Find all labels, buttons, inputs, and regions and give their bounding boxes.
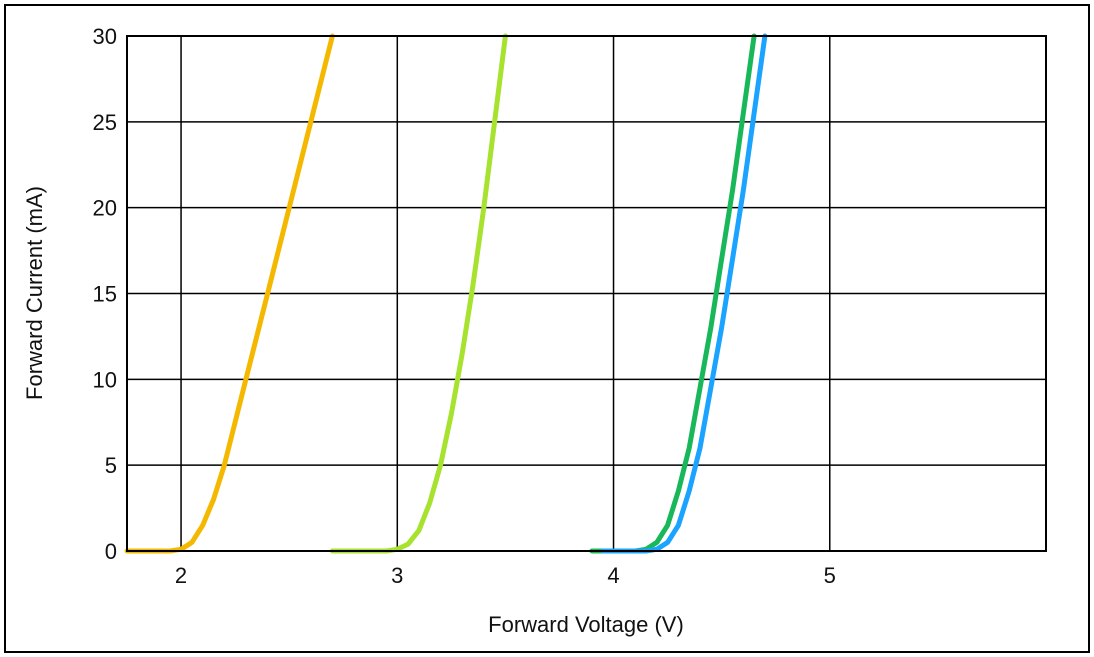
y-tick-label: 25 [93, 110, 117, 135]
chart-frame [4, 4, 1090, 653]
y-tick-label: 10 [93, 367, 117, 392]
x-tick-label: 4 [607, 563, 619, 588]
y-tick-labels: 0 5 10 15 20 25 30 [93, 24, 117, 564]
plot-frame [126, 35, 1047, 552]
series-line-2 [329, 33, 508, 554]
x-tick-label: 5 [824, 563, 836, 588]
y-tick-label: 15 [93, 282, 117, 307]
y-tick-label: 30 [93, 24, 117, 49]
y-tick-label: 20 [93, 196, 117, 221]
x-tick-label: 3 [391, 563, 403, 588]
series-group [124, 33, 768, 554]
y-axis-label: Forward Current (mA) [22, 186, 47, 400]
series-line-4 [600, 33, 768, 554]
y-tick-label: 0 [105, 539, 117, 564]
x-axis-label: Forward Voltage (V) [488, 612, 684, 637]
x-tick-labels: 2 3 4 5 [175, 563, 836, 588]
series-line-1 [124, 33, 335, 554]
x-tick-label: 2 [175, 563, 187, 588]
y-tick-label: 5 [105, 453, 117, 478]
